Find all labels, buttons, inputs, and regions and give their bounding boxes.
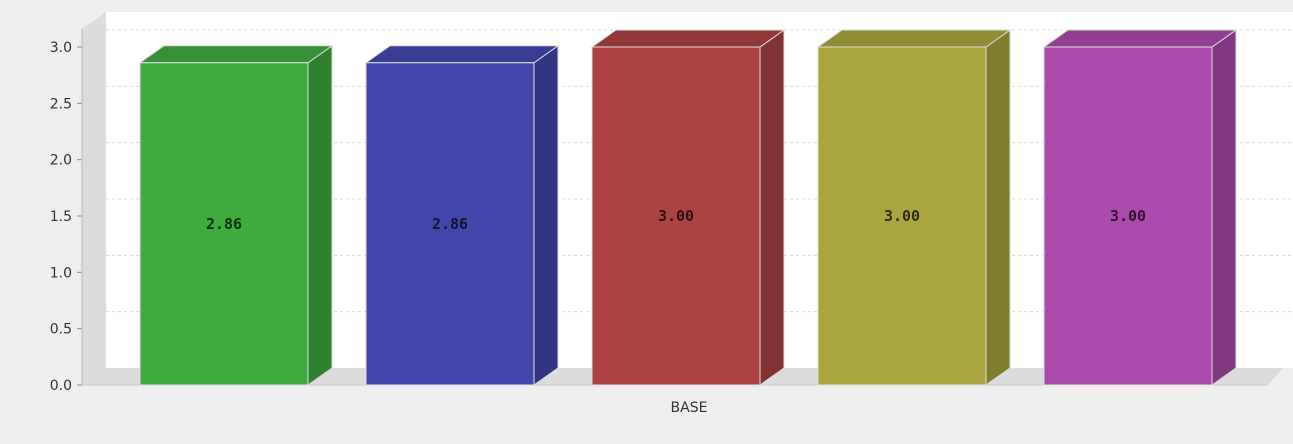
gridline-wall	[81, 254, 107, 273]
gridline-wall	[81, 311, 107, 330]
y-tick-label: 0.5	[50, 322, 72, 338]
y-tick-label: 0.0	[50, 378, 72, 394]
x-axis: BASE	[671, 400, 708, 416]
gridline-wall	[81, 85, 107, 104]
y-tick-label: 1.5	[50, 209, 72, 225]
y-tick-label: 2.5	[50, 96, 72, 112]
bar-side	[759, 29, 785, 386]
gridline-wall	[81, 142, 107, 161]
bar-2: 2.86	[364, 44, 560, 386]
gridline-wall	[81, 29, 107, 48]
bar-side	[1211, 29, 1237, 386]
y-tick-label: 1.0	[50, 265, 72, 281]
bar-front	[817, 46, 987, 386]
chart-gridlines	[81, 29, 1293, 330]
bar-top	[590, 29, 786, 48]
bar-side	[985, 29, 1011, 386]
bar-4: 3.00	[816, 29, 1012, 386]
bar-value-label: 3.00	[658, 207, 694, 225]
x-category-label: BASE	[671, 400, 708, 416]
bar-side	[307, 44, 333, 386]
bar-value-label: 3.00	[884, 207, 920, 225]
bar-top	[138, 45, 334, 64]
bar-1: 2.86	[138, 44, 334, 386]
bar-front	[591, 46, 761, 386]
plot-left-wall	[82, 12, 106, 385]
bar-value-label: 2.86	[206, 215, 242, 233]
bar-3: 3.00	[590, 29, 786, 386]
bar-top	[1042, 29, 1238, 48]
bar-front	[365, 62, 535, 386]
bar-side	[533, 44, 559, 386]
bar-series: 2.86 2.86 3.00 3.00 3.00	[138, 29, 1238, 386]
y-tick-label: 3.0	[50, 40, 72, 56]
bar-value-label: 2.86	[432, 215, 468, 233]
bar-value-label: 3.00	[1110, 207, 1146, 225]
bar-front	[139, 62, 309, 386]
bar-front	[1043, 46, 1213, 386]
y-axis: 0.0 0.5 1.0 1.5 2.0 2.5 3.0	[50, 29, 83, 394]
y-tick-label: 2.0	[50, 153, 72, 169]
bar-5: 3.00	[1042, 29, 1238, 386]
bar-top	[364, 45, 560, 64]
bar-top	[816, 29, 1012, 48]
gridline-wall	[81, 198, 107, 217]
